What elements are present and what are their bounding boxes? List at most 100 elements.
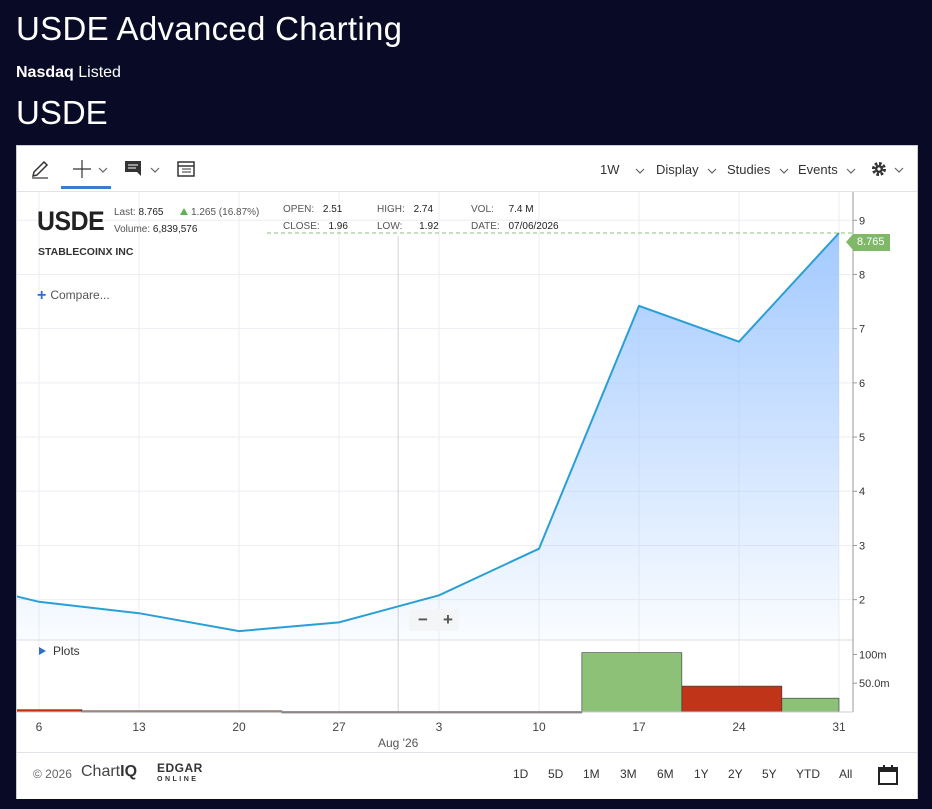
x-tick-label: 6: [36, 720, 43, 734]
last-label: Last:: [114, 207, 136, 218]
vol-info: VOL: 7.4 M: [471, 204, 534, 215]
change-value: 1.265 (16.87%): [191, 207, 260, 218]
gear-icon[interactable]: [870, 158, 892, 180]
range-3m[interactable]: 3M: [620, 767, 637, 781]
price-line: [17, 232, 840, 633]
y-tick-label: 2: [859, 595, 865, 607]
volume-tick-label: 100m: [859, 649, 887, 661]
price-area: [17, 233, 839, 640]
table-icon[interactable]: [175, 158, 197, 180]
open-value: 2.51: [322, 204, 343, 215]
x-tick-label: 24: [732, 720, 746, 734]
high-info: HIGH: 2.74: [377, 204, 433, 215]
range-5y[interactable]: 5Y: [762, 767, 777, 781]
chevron-down-icon: [779, 168, 789, 174]
y-tick-label: 5: [859, 432, 865, 444]
calendar-icon[interactable]: [877, 764, 899, 786]
date-info: DATE: 07/06/2026: [471, 221, 559, 232]
volume-bar: [781, 697, 840, 713]
open-info: OPEN: 2.51: [283, 204, 342, 215]
chevron-down-icon: [635, 168, 645, 174]
periodicity-menu[interactable]: 1W: [600, 162, 645, 177]
zoom-control: − +: [409, 609, 459, 631]
high-label: HIGH:: [377, 204, 405, 215]
date-label: DATE:: [471, 221, 500, 232]
x-tick-label: 3: [436, 720, 443, 734]
chart-area[interactable]: 2 3 4 5 6 7 8 9 100m 50.0m 6 13 20 27 3 10 17 24 31 Aug '26…: [17, 192, 919, 752]
range-2y[interactable]: 2Y: [728, 767, 743, 781]
y-tick-label: 4: [859, 486, 865, 498]
chevron-down-icon[interactable]: [150, 166, 160, 174]
range-6m[interactable]: 6M: [657, 767, 674, 781]
studies-label: Studies: [727, 162, 771, 177]
company-name: STABLECOINX INC: [38, 246, 134, 258]
price-chart[interactable]: 2 3 4 5 6 7 8 9 100m 50.0m 6 13 20 27 3 10 17 24 31 Aug '26: [17, 192, 919, 752]
close-info: CLOSE: 1.96: [283, 221, 348, 232]
close-label: CLOSE:: [283, 221, 320, 232]
chartiq-logo: ChartIQ: [81, 763, 137, 781]
open-label: OPEN:: [283, 204, 315, 215]
x-tick-label: 13: [132, 720, 146, 734]
chevron-down-icon: [846, 168, 856, 174]
last-price-tag: 8.765: [846, 234, 890, 251]
studies-menu[interactable]: Studies: [727, 162, 789, 177]
zoom-in-button[interactable]: +: [443, 610, 453, 629]
x-tick-label: 10: [532, 720, 546, 734]
y-tick-label: 6: [859, 378, 865, 390]
volume-bar: [681, 685, 783, 713]
plots-toggle[interactable]: Plots: [39, 644, 80, 658]
range-1m[interactable]: 1M: [583, 767, 600, 781]
brand-right: IQ: [120, 763, 138, 780]
last-value: 8.765: [138, 207, 164, 218]
zoom-out-button[interactable]: −: [418, 610, 428, 629]
chevron-down-icon[interactable]: [98, 166, 108, 174]
x-tick-label: 20: [232, 720, 246, 734]
active-tool-indicator: [61, 186, 111, 189]
chevron-down-icon[interactable]: [894, 166, 904, 174]
display-label: Display: [656, 162, 699, 177]
chart-toolbar: 1W Display Studies Events: [17, 146, 917, 192]
volume-label: Volume:: [114, 224, 151, 235]
edgar-online-logo: EDGAR ONLINE: [157, 761, 203, 785]
x-tick-label: 27: [332, 720, 346, 734]
events-menu[interactable]: Events: [798, 162, 856, 177]
exchange-name: Nasdaq: [16, 64, 74, 81]
x-tick-label: 17: [632, 720, 646, 734]
chart-widget: 1W Display Studies Events: [16, 145, 918, 799]
display-menu[interactable]: Display: [656, 162, 717, 177]
page-title: USDE Advanced Charting: [16, 10, 403, 47]
high-value: 2.74: [413, 204, 434, 215]
listed-label: Listed: [78, 64, 121, 81]
quote-symbol: USDE: [37, 206, 105, 236]
range-1d[interactable]: 1D: [513, 767, 529, 781]
listing-info: Nasdaq Listed: [16, 64, 121, 82]
compare-button[interactable]: + Compare...: [37, 287, 110, 305]
copyright: © 2026: [33, 767, 72, 781]
crosshair-icon[interactable]: [71, 158, 93, 180]
vol-value: 7.4 M: [508, 204, 534, 215]
range-1y[interactable]: 1Y: [694, 767, 709, 781]
low-info: LOW: 1.92: [377, 221, 439, 232]
range-ytd[interactable]: YTD: [796, 767, 820, 781]
brand-left: Chart: [81, 763, 121, 780]
chat-icon[interactable]: [123, 158, 145, 180]
volume-tick-label: 50.0m: [859, 678, 890, 690]
y-tick-label: 3: [859, 540, 865, 552]
low-label: LOW:: [377, 221, 403, 232]
y-tick-label: 7: [859, 324, 865, 336]
range-5d[interactable]: 5D: [548, 767, 564, 781]
low-value: 1.92: [419, 221, 439, 232]
compare-label: Compare...: [50, 288, 110, 302]
edgar-top: EDGAR: [157, 761, 203, 775]
area-fill: [17, 232, 853, 640]
price-change: 1.265 (16.87%): [180, 207, 259, 218]
grid: [17, 192, 853, 712]
ticker-heading: USDE: [16, 94, 108, 131]
close-value: 1.96: [328, 221, 348, 232]
pencil-icon[interactable]: [29, 158, 51, 180]
periodicity-label: 1W: [600, 162, 620, 177]
range-all[interactable]: All: [839, 767, 853, 781]
volume-info: Volume: 6,839,576: [114, 224, 197, 235]
x-month-label: Aug '26: [378, 736, 419, 750]
edgar-bottom: ONLINE: [157, 776, 199, 783]
